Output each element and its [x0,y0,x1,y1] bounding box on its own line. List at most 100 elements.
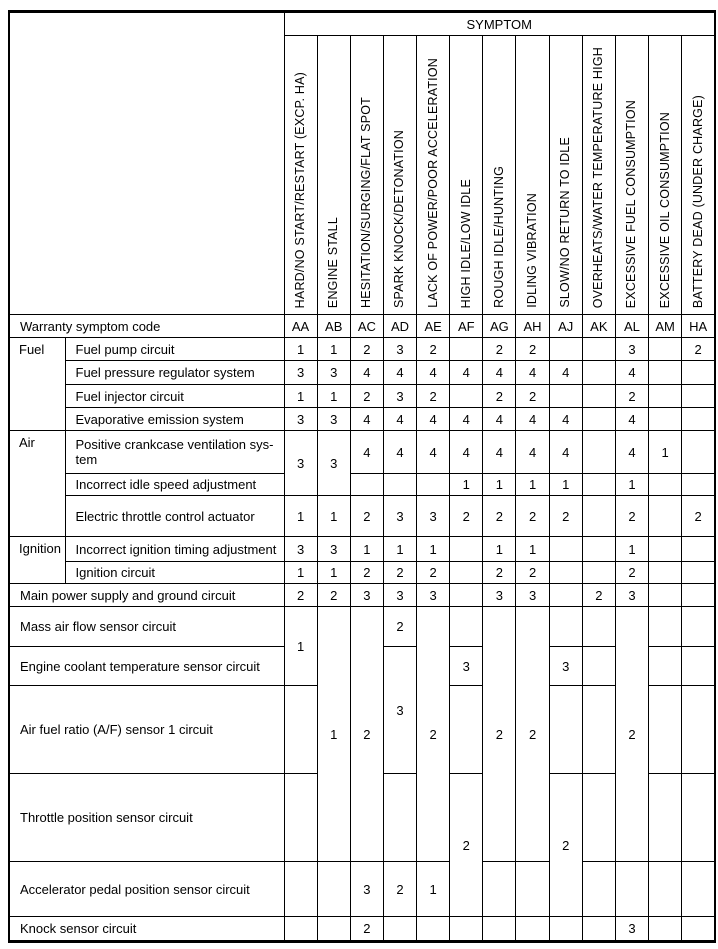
warranty-code-cell: AB [316,314,351,338]
warranty-code-cell: AJ [548,314,583,338]
value-cell [581,473,616,496]
value-cell: 4 [515,360,550,385]
column-header-label: ROUGH IDLE/HUNTING [491,166,506,308]
value-cell [681,916,716,942]
column-header-label: HESITATION/SURGING/FLAT SPOT [359,97,374,308]
warranty-code-cell: AM [648,314,683,338]
warranty-row-label: Warranty symptom code [8,314,285,338]
value-cell [482,861,517,917]
value-cell: 4 [614,407,650,431]
symptom-header-row: SYMPTOM [8,11,716,315]
value-cell [349,473,384,496]
value-cell: 3 [349,583,384,607]
value-cell [548,583,583,607]
row-label: Positive crankcase ventilation sys- tem [64,430,285,474]
value-cell: 1 [482,536,517,562]
value-cell: 2 [349,606,384,862]
corner-cell [8,11,285,315]
table-row: Fuel Fuel pump circuit 1 1 2 3 2 2 2 3 2 [8,337,716,431]
value-cell: 2 [681,495,716,537]
row-label: Accelerator pedal position sensor circui… [8,861,285,917]
value-cell: 3 [382,495,418,537]
column-header: EXCESSIVE OIL CONSUMPTION [648,35,683,315]
row-label: Incorrect idle speed adjustment [64,473,285,496]
value-cell: 3 [382,646,418,774]
column-header: ENGINE STALL [316,35,351,315]
value-cell [581,337,616,361]
value-cell: 3 [382,583,418,607]
value-cell [681,773,716,862]
value-cell: 2 [515,337,550,361]
value-cell [648,561,683,584]
value-cell: 1 [316,495,351,537]
symptom-title: SYMPTOM [283,11,716,36]
value-cell: 4 [349,407,384,431]
value-cell: 2 [614,384,650,408]
value-cell [581,916,616,942]
value-cell: 2 [482,606,517,862]
value-cell [548,337,583,361]
table-row: Main power supply and ground circuit 2 2 3 3… [8,583,716,607]
value-cell [648,337,683,361]
value-cell [515,916,550,942]
value-cell: 2 [349,561,384,584]
value-cell [449,916,484,942]
value-cell: 4 [515,407,550,431]
value-cell [382,916,418,942]
value-cell [681,473,716,496]
warranty-code-cell: AG [482,314,517,338]
value-cell: 2 [349,384,384,408]
value-cell: 2 [416,337,451,361]
column-header-label: IDLING VIBRATION [525,193,540,308]
value-cell [581,384,616,408]
value-cell [283,861,318,917]
table-row: Air fuel ratio (A/F) sensor 1 circuit [8,685,716,774]
value-cell: 4 [614,430,650,474]
value-cell [449,606,484,647]
row-label: Evaporative emission system [64,407,285,431]
value-cell: 2 [681,337,716,361]
warranty-code-row: Warranty symptom code AA AB AC AD AE AF AG AH AJ… [8,314,716,338]
column-header: IDLING VIBRATION [515,35,550,315]
column-header-label: HARD/NO START/RESTART (EXCP. HA) [293,71,308,308]
value-cell [449,685,484,774]
value-cell [648,861,683,917]
value-cell: 4 [482,430,517,474]
value-cell [316,916,351,942]
value-cell [681,536,716,562]
value-cell: 1 [648,430,683,474]
value-cell: 4 [449,360,484,385]
warranty-code-cell: AD [382,314,418,338]
value-cell: 4 [548,360,583,385]
value-cell [581,561,616,584]
warranty-code-cell: HA [681,314,716,338]
column-header: HARD/NO START/RESTART (EXCP. HA) [283,35,318,315]
row-label: Air fuel ratio (A/F) sensor 1 circuit [8,685,285,774]
group-label: Ignition [8,536,66,584]
value-cell: 2 [316,583,351,607]
value-cell: 2 [515,606,550,862]
value-cell: 2 [482,337,517,361]
value-cell: 3 [316,536,351,562]
value-cell [614,861,650,917]
value-cell [283,773,318,862]
value-cell [581,430,616,474]
column-header: EXCESSIVE FUEL CONSUMPTION [614,35,650,315]
warranty-code-cell: AH [515,314,550,338]
value-cell: 4 [349,430,384,474]
value-cell: 2 [449,773,484,917]
value-cell: 3 [548,646,583,686]
value-cell: 2 [482,561,517,584]
value-cell [581,861,616,917]
column-header-label: EXCESSIVE FUEL CONSUMPTION [624,99,639,308]
value-cell: 3 [515,583,550,607]
value-cell [581,773,616,862]
column-header: LACK OF POWER/POOR ACCELERATION [416,35,451,315]
value-cell: 1 [449,473,484,496]
value-cell [449,536,484,562]
value-cell: 2 [548,773,583,917]
column-header-label: LACK OF POWER/POOR ACCELERATION [425,58,440,308]
value-cell [681,561,716,584]
value-cell [449,561,484,584]
